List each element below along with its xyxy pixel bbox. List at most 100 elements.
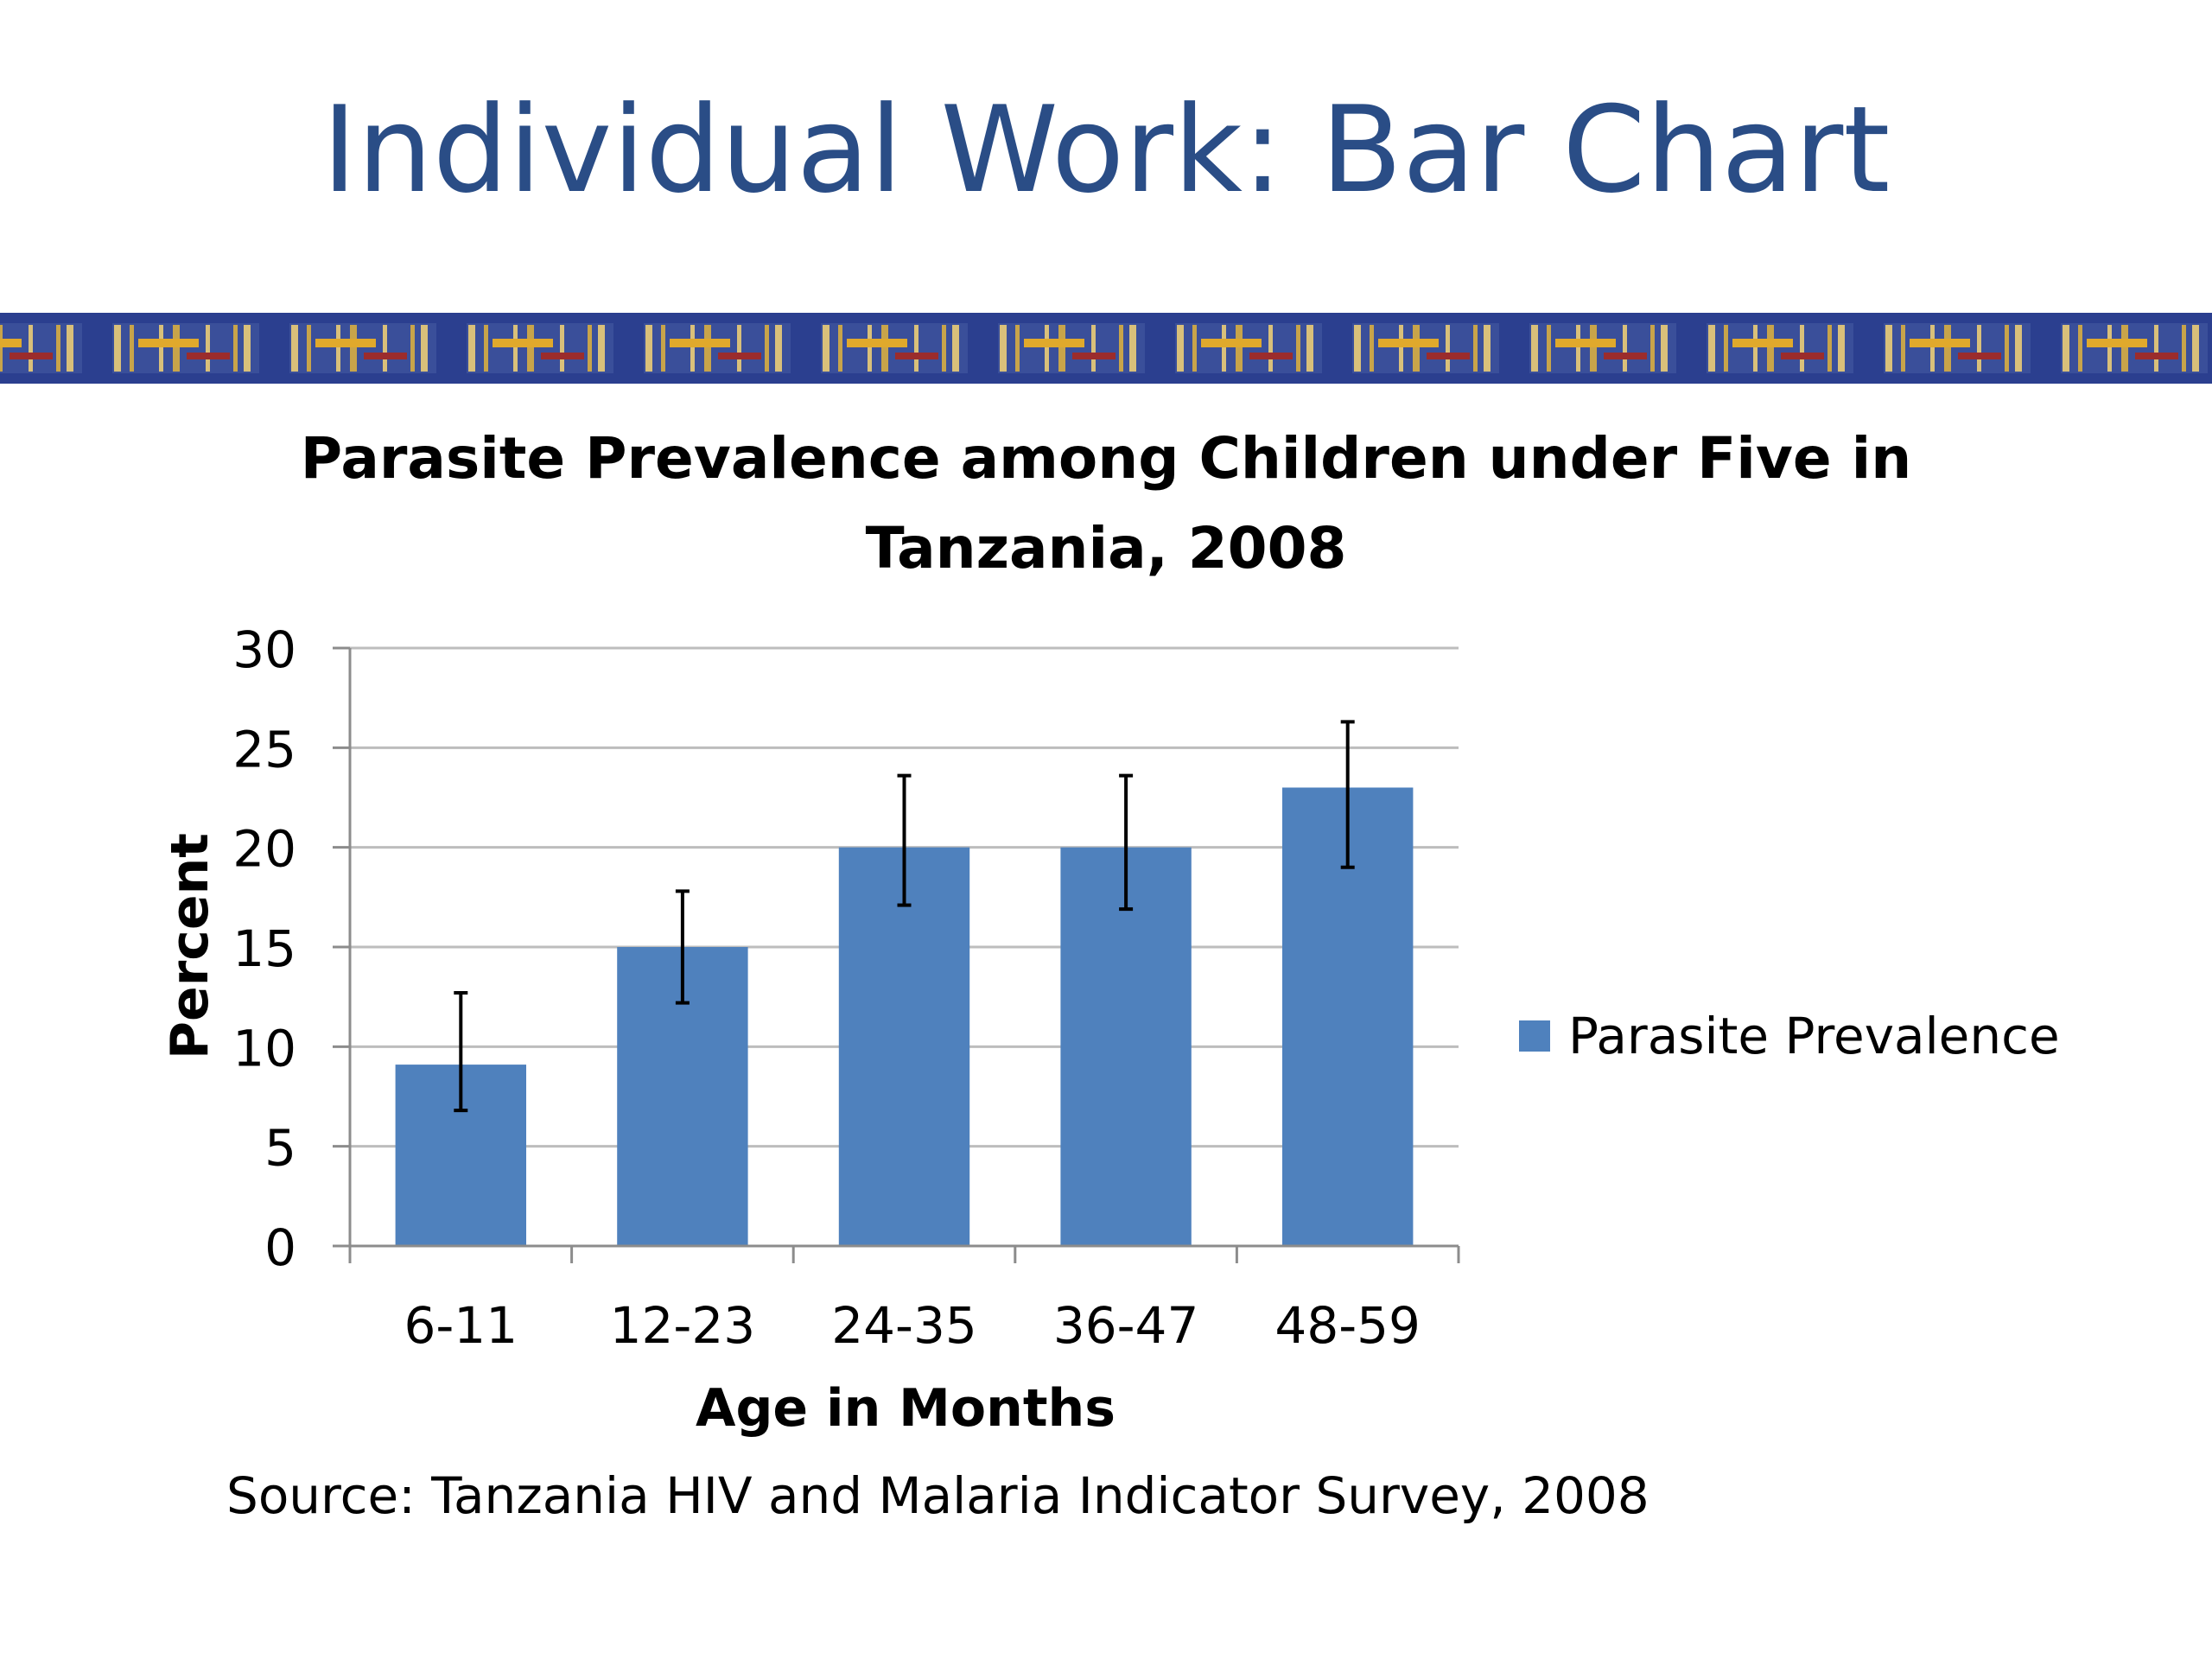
banner-stripe (130, 325, 134, 372)
banner-stripe (2015, 325, 2022, 372)
x-tick-label: 36-47 (1053, 1296, 1199, 1355)
banner-stripe (1838, 325, 1845, 372)
banner-stripe (1236, 325, 1243, 372)
y-tick-label: 10 (232, 1019, 296, 1077)
banner-stripe (1000, 325, 1007, 372)
banner-bar (1732, 339, 1793, 347)
banner-stripe (1724, 325, 1728, 372)
x-tick-label: 12-23 (610, 1296, 756, 1355)
banner-stripe (1977, 325, 1981, 372)
banner-stripe (942, 325, 946, 372)
banner-bar (1555, 339, 1616, 347)
banner-stripe (1192, 325, 1197, 372)
banner-stripe (114, 325, 121, 372)
banner-stripe (1045, 325, 1049, 372)
y-tick-label: 25 (232, 720, 296, 779)
banner-stripe (1015, 325, 1020, 372)
x-tick-label: 48-59 (1274, 1296, 1421, 1355)
bars (395, 787, 1414, 1246)
banner-stripe (2078, 325, 2082, 372)
banner-bar (1378, 339, 1439, 347)
banner-stripe (823, 325, 830, 372)
banner-stripe (2182, 325, 2186, 372)
banner-stripe (704, 325, 711, 372)
banner-bar (847, 339, 907, 347)
banner-stripe (2063, 325, 2069, 372)
banner-stripe (56, 325, 60, 372)
error-bars (454, 720, 1355, 1113)
banner-stripe (868, 325, 872, 372)
banner-stripe (765, 325, 769, 372)
banner-stripe (1370, 325, 1374, 372)
banner-stripe (2154, 325, 2158, 372)
banner-stripe (1827, 325, 1832, 372)
banner-stripe (383, 325, 387, 372)
bar-24-35 (838, 847, 970, 1246)
banner-stripe (1484, 325, 1491, 372)
chart-title-line2: Tanzania, 2008 (866, 515, 1347, 582)
banner-bar (187, 353, 230, 359)
axes (333, 646, 1460, 1263)
banner-stripe (291, 325, 298, 372)
banner-stripe (1177, 325, 1184, 372)
banner-stripe (1531, 325, 1538, 372)
banner-stripe (1661, 325, 1668, 372)
banner-stripe (1901, 325, 1905, 372)
banner-stripe (233, 325, 238, 372)
banner-stripe (661, 325, 665, 372)
banner-stripe (410, 325, 415, 372)
banner-stripe (1446, 325, 1450, 372)
banner-stripe (421, 325, 428, 372)
banner-stripe (1058, 325, 1065, 372)
banner-bar (493, 339, 553, 347)
tick-labels: 0 5 10 15 20 25 30 6-11 12-23 24-35 36-47 48-59 (232, 620, 1421, 1355)
banner-bar (138, 339, 199, 347)
banner-stripe (1623, 325, 1627, 372)
banner-stripe (690, 325, 695, 372)
banner-stripe (1885, 325, 1892, 372)
legend-swatch (1519, 1020, 1550, 1052)
banner-stripe (914, 325, 918, 372)
banner-stripe (2192, 325, 2199, 372)
banner-bar (1781, 353, 1824, 359)
banner-stripe (1590, 325, 1597, 372)
banner-stripe (336, 325, 340, 372)
banner-bar (2135, 353, 2178, 359)
banner-stripe (2005, 325, 2009, 372)
banner-stripe (468, 325, 475, 372)
banner-stripe (1944, 325, 1951, 372)
banner-stripe (1222, 325, 1226, 372)
banner-stripe (29, 325, 33, 372)
banner-stripe (838, 325, 842, 372)
banner-bar (1604, 353, 1647, 359)
y-axis-label: Percent (160, 833, 220, 1059)
banner-stripe (350, 325, 357, 372)
banner-stripe (1708, 325, 1715, 372)
banner-stripe (1119, 325, 1123, 372)
banner-stripe (1399, 325, 1403, 372)
banner-stripe (206, 325, 210, 372)
banner-stripe (645, 325, 652, 372)
banner-stripe (244, 325, 251, 372)
banner-stripe (0, 325, 3, 372)
banner-bar (1201, 339, 1262, 347)
banner-bar (718, 353, 761, 359)
banner-bar (1958, 353, 2001, 359)
banner-stripe (588, 325, 592, 372)
banner-stripe (1473, 325, 1478, 372)
banner-stripe (67, 325, 73, 372)
x-axis-label: Age in Months (696, 1378, 1116, 1439)
banner-bar (0, 339, 22, 347)
banner-stripe (1753, 325, 1758, 372)
decorative-banner (0, 313, 2212, 384)
bar-36-47 (1060, 847, 1192, 1246)
banner-stripe (1930, 325, 1935, 372)
banner-stripe (1129, 325, 1136, 372)
banner-bar (1910, 339, 1970, 347)
banner-bar (895, 353, 938, 359)
banner-stripe (527, 325, 534, 372)
banner-stripe (2121, 325, 2128, 372)
banner-stripe (560, 325, 564, 372)
banner-stripe (598, 325, 605, 372)
chart-title-line1: Parasite Prevalence among Children under… (301, 425, 1912, 492)
